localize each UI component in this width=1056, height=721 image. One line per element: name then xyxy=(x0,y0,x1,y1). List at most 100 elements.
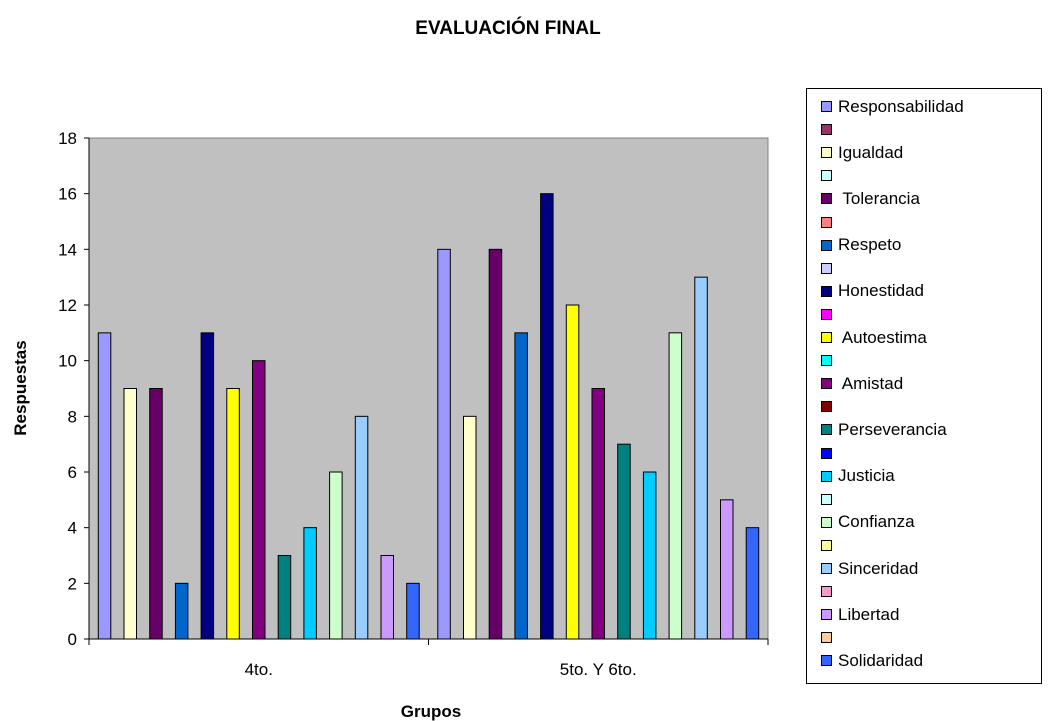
bar xyxy=(252,360,266,640)
legend-label: Libertad xyxy=(838,604,900,624)
bar xyxy=(488,248,503,640)
legend-swatch xyxy=(821,101,832,112)
x-axis-label: Grupos xyxy=(401,702,461,721)
bar xyxy=(540,193,554,640)
legend-label: Amistad xyxy=(838,373,904,393)
legend-swatch xyxy=(821,170,832,182)
legend-item: Honestidad xyxy=(821,280,924,303)
legend-swatch xyxy=(821,193,832,205)
legend-item xyxy=(821,303,838,326)
legend-item xyxy=(821,164,838,187)
bar xyxy=(226,388,240,640)
y-tick-label: 16 xyxy=(58,185,77,204)
legend-label: Justicia xyxy=(838,466,895,486)
legend-item: Amistad xyxy=(821,372,903,395)
bar xyxy=(565,304,580,640)
legend-item: Autoestima xyxy=(821,326,927,349)
bar xyxy=(123,388,137,640)
bar xyxy=(437,248,451,640)
bar xyxy=(149,388,163,640)
y-tick-label: 4 xyxy=(68,519,77,538)
y-tick-label: 6 xyxy=(68,463,77,482)
legend-item xyxy=(821,580,838,603)
bar xyxy=(406,582,420,640)
bar xyxy=(329,471,343,640)
bar xyxy=(303,527,317,640)
y-tick-label: 14 xyxy=(58,240,77,259)
legend-item xyxy=(821,257,838,280)
bar xyxy=(277,555,292,640)
bar xyxy=(97,332,112,640)
legend-item: Igualdad xyxy=(821,141,903,164)
x-tick-label: 5to. Y 6to. xyxy=(560,660,637,679)
legend-swatch xyxy=(821,332,832,343)
legend-swatch xyxy=(821,424,832,436)
legend-swatch xyxy=(821,447,832,459)
legend-swatch xyxy=(821,632,832,644)
legend-item: Solidaridad xyxy=(821,649,923,672)
y-tick-label: 10 xyxy=(58,352,77,371)
legend-swatch xyxy=(821,124,832,136)
legend-swatch xyxy=(821,493,832,505)
legend-item: Tolerancia xyxy=(821,187,920,210)
legend-item xyxy=(821,442,838,465)
legend-label: Confianza xyxy=(838,512,915,532)
legend-label: Tolerancia xyxy=(838,188,920,208)
legend-label: Igualdad xyxy=(838,142,904,162)
legend-item xyxy=(821,349,838,372)
legend-swatch xyxy=(821,539,832,551)
chart-title: EVALUACIÓN FINAL xyxy=(415,18,601,39)
bar xyxy=(745,527,760,640)
legend-label: Honestidad xyxy=(838,281,925,301)
legend-swatch xyxy=(821,401,832,413)
legend-swatch xyxy=(821,285,832,297)
bar xyxy=(380,555,394,640)
legend-swatch xyxy=(821,147,832,159)
legend-label: Sinceridad xyxy=(838,558,919,578)
legend-item xyxy=(821,395,838,418)
legend-item xyxy=(821,534,838,557)
y-tick-label: 18 xyxy=(58,129,77,148)
legend-item: Libertad xyxy=(821,603,899,626)
bar xyxy=(174,582,189,640)
legend-label: Perseverancia xyxy=(838,419,947,439)
legend-swatch xyxy=(821,470,832,482)
legend-item: Perseverancia xyxy=(821,418,947,441)
bar xyxy=(720,499,734,640)
legend-item xyxy=(821,211,838,234)
legend-swatch xyxy=(821,239,832,251)
legend-swatch xyxy=(821,262,832,274)
legend-swatch xyxy=(821,516,832,528)
legend-swatch xyxy=(821,655,832,667)
legend-item xyxy=(821,488,838,511)
legend-label: Solidaridad xyxy=(838,650,924,670)
legend-item xyxy=(821,626,838,649)
bar xyxy=(514,332,528,640)
bar xyxy=(668,332,683,640)
legend-swatch xyxy=(821,355,832,367)
legend-swatch xyxy=(821,308,832,320)
legend-swatch xyxy=(821,378,832,390)
bar xyxy=(617,443,631,640)
legend-item: Confianza xyxy=(821,511,915,534)
legend-label: Responsabilidad xyxy=(838,96,964,116)
bar xyxy=(463,415,477,640)
bar xyxy=(642,471,657,640)
legend-swatch xyxy=(821,586,832,598)
legend-label: Respeto xyxy=(838,235,902,255)
bar xyxy=(591,388,605,640)
legend-item: Justicia xyxy=(821,465,895,488)
plot-area: 0 2 4 6 8 10 12 14 16 18 4to. 5to. Y 6to. xyxy=(58,129,769,679)
legend-item: Responsabilidad xyxy=(821,95,964,118)
y-tick-label: 8 xyxy=(68,407,77,426)
y-tick-label: 2 xyxy=(68,574,77,593)
y-axis-label: Respuestas xyxy=(11,340,30,435)
y-tick-label: 0 xyxy=(68,630,77,649)
bar xyxy=(694,276,708,640)
legend-swatch xyxy=(821,609,832,621)
legend-item: Respeto xyxy=(821,234,901,257)
legend-item: Sinceridad xyxy=(821,557,918,580)
legend-swatch xyxy=(821,216,832,228)
x-tick-label: 4to. xyxy=(245,660,273,679)
